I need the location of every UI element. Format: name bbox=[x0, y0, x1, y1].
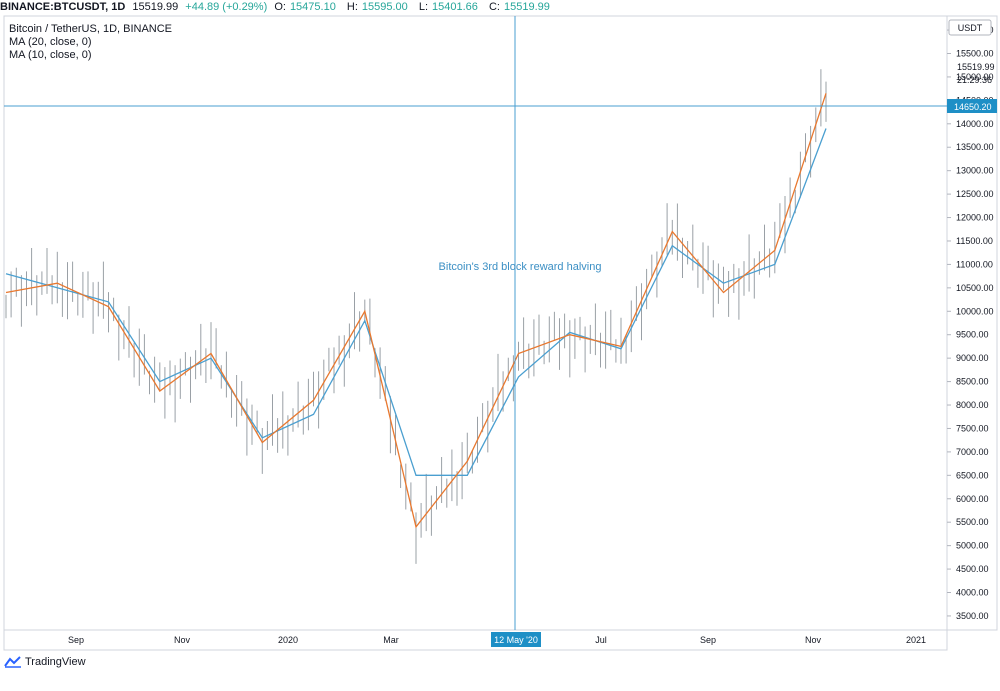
close-label: C: bbox=[488, 1, 500, 13]
currency-label: USDT bbox=[958, 23, 983, 33]
plot-area[interactable] bbox=[3, 15, 948, 631]
time-ticks: Sep Nov 2020 Mar Jul Sep Nov 2021 bbox=[68, 635, 926, 645]
price-tick-label: 15500.00 bbox=[956, 48, 994, 58]
last-price: 15519.99 bbox=[132, 1, 179, 13]
price-tick-label: 10000.00 bbox=[956, 306, 994, 316]
countdown-label: 21:29:36 bbox=[957, 75, 992, 85]
tradingview-footer[interactable]: TradingView bbox=[4, 656, 86, 668]
halving-annotation[interactable]: Bitcoin's 3rd block reward halving bbox=[439, 261, 602, 273]
time-tick-label: 2021 bbox=[906, 635, 926, 645]
price-tick-label: 5500.00 bbox=[956, 517, 989, 527]
moving-averages bbox=[5, 93, 827, 529]
legend-ma10[interactable]: MA (10, close, 0) bbox=[9, 49, 92, 61]
price-scale[interactable] bbox=[946, 15, 998, 631]
price-tick-label: 11500.00 bbox=[956, 236, 993, 246]
price-tick-label: 5000.00 bbox=[956, 541, 989, 551]
price-tick-label: 7500.00 bbox=[956, 423, 989, 433]
high-value: 15595.00 bbox=[361, 1, 408, 13]
crosshair-price-box bbox=[947, 99, 997, 113]
open-label: O: bbox=[274, 1, 286, 13]
close-value: 15519.99 bbox=[503, 1, 550, 13]
time-tick-label: Nov bbox=[174, 635, 191, 645]
price-tick-label: 15000.00 bbox=[956, 72, 994, 82]
tradingview-logo-icon bbox=[4, 656, 21, 668]
price-tick-label: 9500.00 bbox=[956, 330, 989, 340]
time-tick-label: Sep bbox=[700, 635, 716, 645]
crosshair-date-box bbox=[491, 632, 541, 647]
time-tick-label: Sep bbox=[68, 635, 84, 645]
price-tick-label: 4500.00 bbox=[956, 564, 989, 574]
symbol-header: BINANCE:BTCUSDT, 1D 15519.99 +44.89 (+0.… bbox=[0, 0, 1000, 16]
price-tick-label: 12500.00 bbox=[956, 189, 994, 199]
ma10-line bbox=[5, 93, 827, 529]
price-tick-label: 7000.00 bbox=[956, 447, 989, 457]
ma20-line bbox=[5, 128, 827, 476]
legend-ma20[interactable]: MA (20, close, 0) bbox=[9, 36, 92, 48]
price-tick-label: 11000.00 bbox=[956, 259, 993, 269]
price-tick-label: 13500.00 bbox=[956, 142, 994, 152]
price-change: +44.89 (+0.29%) bbox=[185, 1, 268, 13]
price-tick-label: 6000.00 bbox=[956, 494, 989, 504]
price-tick-label: 3500.00 bbox=[956, 611, 989, 621]
price-tick-label: 8000.00 bbox=[956, 400, 989, 410]
price-tick-label: 6500.00 bbox=[956, 470, 989, 480]
time-tick-label: 2020 bbox=[278, 635, 298, 645]
brand-name: TradingView bbox=[25, 656, 86, 668]
time-tick-label: Nov bbox=[805, 635, 822, 645]
price-tick-label: 12000.00 bbox=[956, 213, 994, 223]
time-tick-label: Mar bbox=[383, 635, 399, 645]
time-tick-label: Jul bbox=[595, 635, 607, 645]
price-tick-label: 9000.00 bbox=[956, 353, 989, 363]
legend-title[interactable]: Bitcoin / TetherUS, 1D, BINANCE bbox=[9, 23, 173, 35]
time-scale[interactable] bbox=[3, 629, 948, 651]
last-price-label: 15519.99 bbox=[957, 62, 995, 72]
symbol-name[interactable]: BINANCE:BTCUSDT, 1D bbox=[0, 1, 126, 13]
currency-badge[interactable] bbox=[948, 19, 992, 36]
low-value: 15401.66 bbox=[432, 1, 478, 13]
open-value: 15475.10 bbox=[289, 1, 336, 13]
crosshair-date-label: 12 May '20 bbox=[494, 635, 538, 645]
price-tick-label: 8500.00 bbox=[956, 377, 989, 387]
low-label: L: bbox=[418, 1, 429, 13]
price-tick-label: 4000.00 bbox=[956, 588, 989, 598]
price-tick-label: 14000.00 bbox=[956, 119, 994, 129]
price-tick-label: 13000.00 bbox=[956, 166, 994, 176]
crosshair-price-label: 14650.20 bbox=[954, 102, 992, 112]
chart-legend: Bitcoin / TetherUS, 1D, BINANCE MA (20, … bbox=[9, 23, 172, 62]
price-tick-label: 10500.00 bbox=[956, 283, 994, 293]
high-label: H: bbox=[346, 1, 358, 13]
